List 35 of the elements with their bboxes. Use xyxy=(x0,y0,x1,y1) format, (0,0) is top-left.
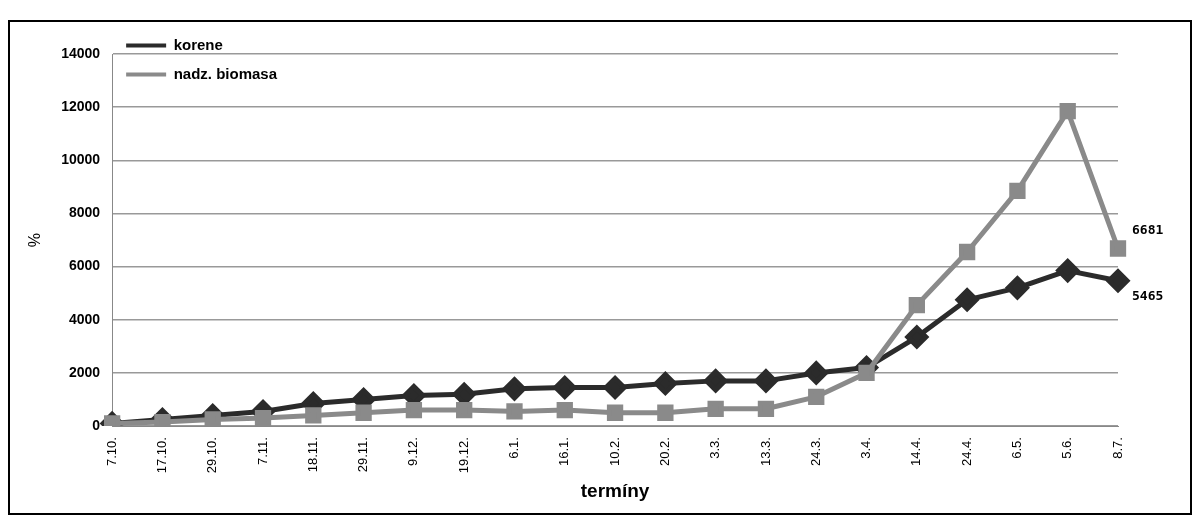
y-axis-title: % xyxy=(26,232,44,248)
legend-label: nadz. biomasa xyxy=(173,64,278,82)
x-tick-label: 5.6. xyxy=(1059,437,1075,459)
y-tick-label: 2000 xyxy=(68,363,101,380)
y-tick-label: 14000 xyxy=(61,44,101,61)
x-tick-label: 24.4. xyxy=(958,437,974,466)
x-axis-title: termíny xyxy=(580,479,650,501)
legend-label: korene xyxy=(173,35,223,53)
x-tick-label: 6.1. xyxy=(506,437,522,459)
x-tick-label: 9.12. xyxy=(405,437,421,466)
x-tick-label: 16.1. xyxy=(556,437,572,466)
x-tick-label: 10.2. xyxy=(606,437,622,466)
x-tick-label: 3.3. xyxy=(707,437,723,459)
x-tick-label: 14.4. xyxy=(908,437,924,466)
y-tick-label: 10000 xyxy=(61,151,101,168)
x-tick-label: 7.10. xyxy=(103,437,119,466)
x-tick-label: 13.3. xyxy=(757,437,773,466)
y-tick-label: 6000 xyxy=(68,257,101,274)
y-tick-label: 0 xyxy=(92,416,101,433)
x-tick-label: 6.5. xyxy=(1008,437,1024,459)
x-tick-label: 20.2. xyxy=(656,437,672,466)
x-tick-label: 17.10. xyxy=(154,437,169,474)
data-label: 5465 xyxy=(1132,288,1164,304)
x-tick-label: 29.11. xyxy=(355,437,371,473)
x-tick-label: 3.4. xyxy=(858,437,874,459)
y-tick-label: 8000 xyxy=(68,204,101,221)
x-tick-label: 18.11. xyxy=(304,437,320,473)
x-tick-label: 19.12. xyxy=(455,437,471,474)
x-tick-label: 7.11. xyxy=(254,437,270,466)
y-tick-label: 4000 xyxy=(68,310,101,327)
x-tick-label: 8.7. xyxy=(1109,437,1125,459)
x-tick-label: 24.3. xyxy=(807,437,823,466)
data-label: 6681 xyxy=(1132,221,1164,237)
x-tick-label: 29.10. xyxy=(204,437,220,474)
y-tick-label: 12000 xyxy=(61,98,101,115)
